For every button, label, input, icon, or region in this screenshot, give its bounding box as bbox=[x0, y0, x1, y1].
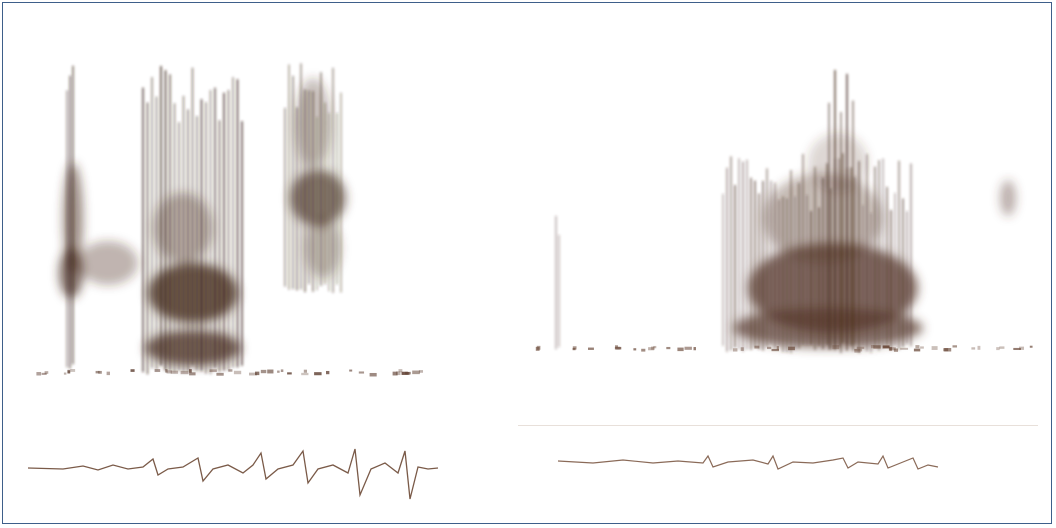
baseline-speck bbox=[873, 345, 881, 349]
left-panel bbox=[3, 3, 503, 523]
baseline-speck bbox=[287, 372, 292, 375]
baseline-speck bbox=[920, 346, 924, 349]
baseline-speck bbox=[615, 345, 618, 348]
baseline-speck bbox=[648, 347, 655, 351]
baseline-speck bbox=[889, 347, 892, 351]
baseline-speck bbox=[588, 347, 594, 350]
baseline-speck bbox=[915, 345, 920, 349]
baseline-speck bbox=[165, 369, 168, 373]
baseline-speck bbox=[693, 347, 696, 351]
right-spectrogram-svg bbox=[518, 69, 1038, 470]
baseline-speck bbox=[856, 346, 865, 350]
baseline-speck bbox=[70, 369, 76, 372]
baseline-speck bbox=[854, 348, 863, 352]
left-spectrogram-svg bbox=[27, 63, 439, 500]
baseline-speck bbox=[641, 348, 646, 352]
baseline-speck bbox=[260, 369, 267, 374]
baseline-speck bbox=[732, 348, 738, 352]
baseline-speck bbox=[277, 370, 280, 373]
baseline-speck bbox=[255, 371, 260, 376]
baseline-speck bbox=[572, 346, 577, 350]
baseline-speck bbox=[106, 371, 110, 376]
baseline-speck bbox=[233, 370, 242, 375]
baseline-speck bbox=[931, 346, 938, 350]
baseline-speck bbox=[996, 347, 1000, 351]
baseline-speck bbox=[36, 372, 42, 376]
baseline-speck bbox=[402, 372, 410, 375]
baseline-speck bbox=[95, 370, 100, 374]
baseline-speck bbox=[67, 369, 71, 374]
baseline-speck bbox=[913, 348, 921, 352]
baseline-speck bbox=[888, 347, 896, 351]
baseline-speck bbox=[267, 369, 274, 374]
baseline-speck bbox=[977, 345, 981, 350]
baseline-speck bbox=[154, 369, 161, 372]
baseline-speck bbox=[170, 370, 179, 374]
baseline-speck bbox=[788, 346, 795, 351]
baseline-speck bbox=[98, 370, 102, 374]
baseline-speck bbox=[41, 372, 47, 375]
baseline-speck bbox=[209, 369, 217, 373]
baseline-speck bbox=[771, 348, 779, 352]
baseline-speck bbox=[358, 371, 365, 374]
baseline-speck bbox=[301, 372, 309, 376]
baseline-speck bbox=[666, 346, 671, 350]
baseline-speck bbox=[349, 369, 353, 372]
baseline-speck bbox=[412, 370, 420, 375]
baseline-speck bbox=[614, 346, 622, 350]
baseline-speck bbox=[166, 370, 172, 374]
baseline-speck bbox=[326, 370, 330, 375]
baseline-speck bbox=[536, 345, 541, 350]
baseline-speck bbox=[776, 346, 779, 350]
baseline-speck bbox=[754, 345, 760, 349]
baseline-speck bbox=[369, 372, 377, 377]
baseline-speck bbox=[1019, 346, 1025, 350]
right-spectrogram bbox=[518, 69, 1038, 426]
baseline-speck bbox=[314, 372, 322, 376]
baseline-speck bbox=[943, 348, 949, 352]
baseline-speck bbox=[854, 348, 861, 353]
baseline-speck bbox=[882, 345, 890, 349]
baseline-speck bbox=[677, 347, 684, 352]
baseline-speck bbox=[280, 369, 284, 373]
baseline-speck bbox=[832, 345, 840, 350]
baseline-speck bbox=[684, 346, 692, 350]
baseline-speck bbox=[999, 346, 1005, 349]
baseline-speck bbox=[216, 372, 224, 376]
baseline-speck bbox=[952, 345, 958, 348]
baseline-speck bbox=[44, 371, 49, 374]
baseline-speck bbox=[396, 371, 401, 376]
left-spectrogram bbox=[36, 63, 424, 377]
baseline-speck bbox=[189, 369, 192, 373]
baseline-speck bbox=[653, 345, 657, 349]
baseline-speck bbox=[1013, 347, 1021, 351]
baseline-speck bbox=[893, 348, 899, 352]
baseline-speck bbox=[900, 347, 909, 350]
baseline-speck bbox=[971, 347, 976, 350]
baseline-speck bbox=[398, 369, 403, 373]
baseline-speck bbox=[1029, 345, 1033, 348]
right-waveform bbox=[557, 454, 939, 470]
baseline-speck bbox=[767, 346, 772, 350]
baseline-speck bbox=[189, 372, 196, 376]
baseline-speck bbox=[303, 369, 308, 373]
left-waveform bbox=[27, 448, 439, 500]
baseline-speck bbox=[651, 346, 655, 350]
baseline-speck bbox=[871, 345, 875, 349]
baseline-speck bbox=[249, 372, 255, 376]
baseline-speck bbox=[740, 347, 744, 351]
baseline-speck bbox=[418, 370, 424, 373]
baseline-speck bbox=[63, 372, 67, 375]
baseline-speck bbox=[392, 371, 398, 376]
right-panel bbox=[503, 3, 1051, 523]
baseline-speck bbox=[254, 372, 257, 376]
baseline-speck bbox=[228, 369, 233, 372]
baseline-speck bbox=[130, 369, 135, 372]
baseline-speck bbox=[633, 348, 637, 351]
baseline-speck bbox=[180, 370, 189, 375]
